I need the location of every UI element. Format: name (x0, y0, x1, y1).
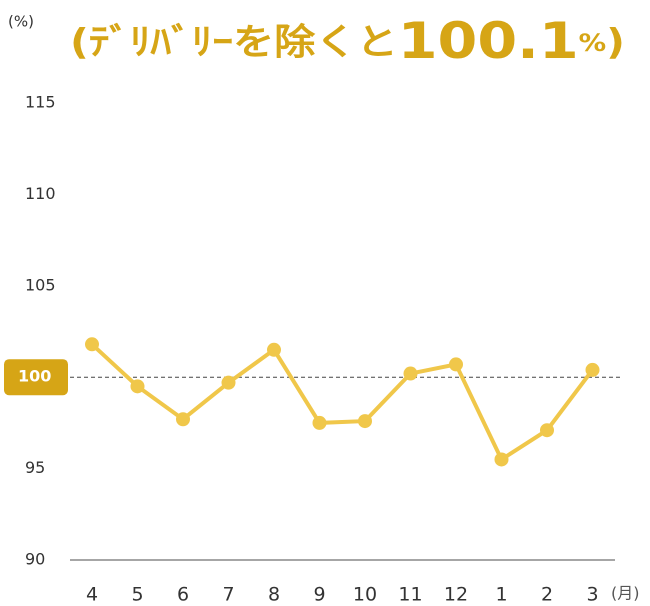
y-tick-label: 115 (25, 93, 56, 112)
x-tick-label: 12 (444, 584, 468, 606)
point (358, 414, 372, 429)
x-tick-label: 5 (131, 584, 143, 606)
point (403, 366, 418, 381)
title-part: (ﾃﾞﾘﾊﾞﾘｰを除くと (70, 21, 398, 63)
y-tick-label: 110 (25, 184, 56, 203)
x-tick-label: 8 (268, 584, 280, 606)
point (85, 337, 99, 352)
tick-highlight (4, 359, 68, 396)
x-tick-label: 4 (86, 584, 98, 606)
y-unit: (%) (8, 13, 34, 31)
y-tick-label: 105 (25, 275, 56, 294)
title-part: 100.1 (398, 12, 579, 70)
point (267, 342, 281, 357)
title-part: % (579, 29, 607, 57)
point (221, 375, 236, 390)
point (449, 357, 463, 372)
title-part: ) (606, 22, 625, 63)
y-tick-label: 90 (25, 550, 45, 569)
x-tick-label: 10 (353, 584, 377, 606)
x-tick-label: 3 (586, 584, 598, 606)
x-tick-label: 9 (313, 584, 325, 606)
point (494, 452, 509, 467)
y-tick-label: 100 (18, 367, 51, 386)
point (130, 379, 145, 394)
y-tick-label: 95 (25, 458, 45, 477)
point (540, 423, 554, 438)
x-tick-label: 11 (398, 584, 422, 606)
x-tick-label: 6 (177, 584, 189, 606)
line (90, 342, 595, 463)
x-tick-label: 7 (222, 584, 234, 606)
point (312, 415, 327, 430)
chart-title: (ﾃﾞﾘﾊﾞﾘｰを除くと 100.1%) (70, 12, 625, 70)
point (176, 412, 190, 427)
x-tick-label: 2 (541, 584, 553, 606)
x-unit: (月) (611, 584, 640, 603)
point (585, 362, 600, 377)
x-tick-label: 1 (495, 584, 507, 606)
